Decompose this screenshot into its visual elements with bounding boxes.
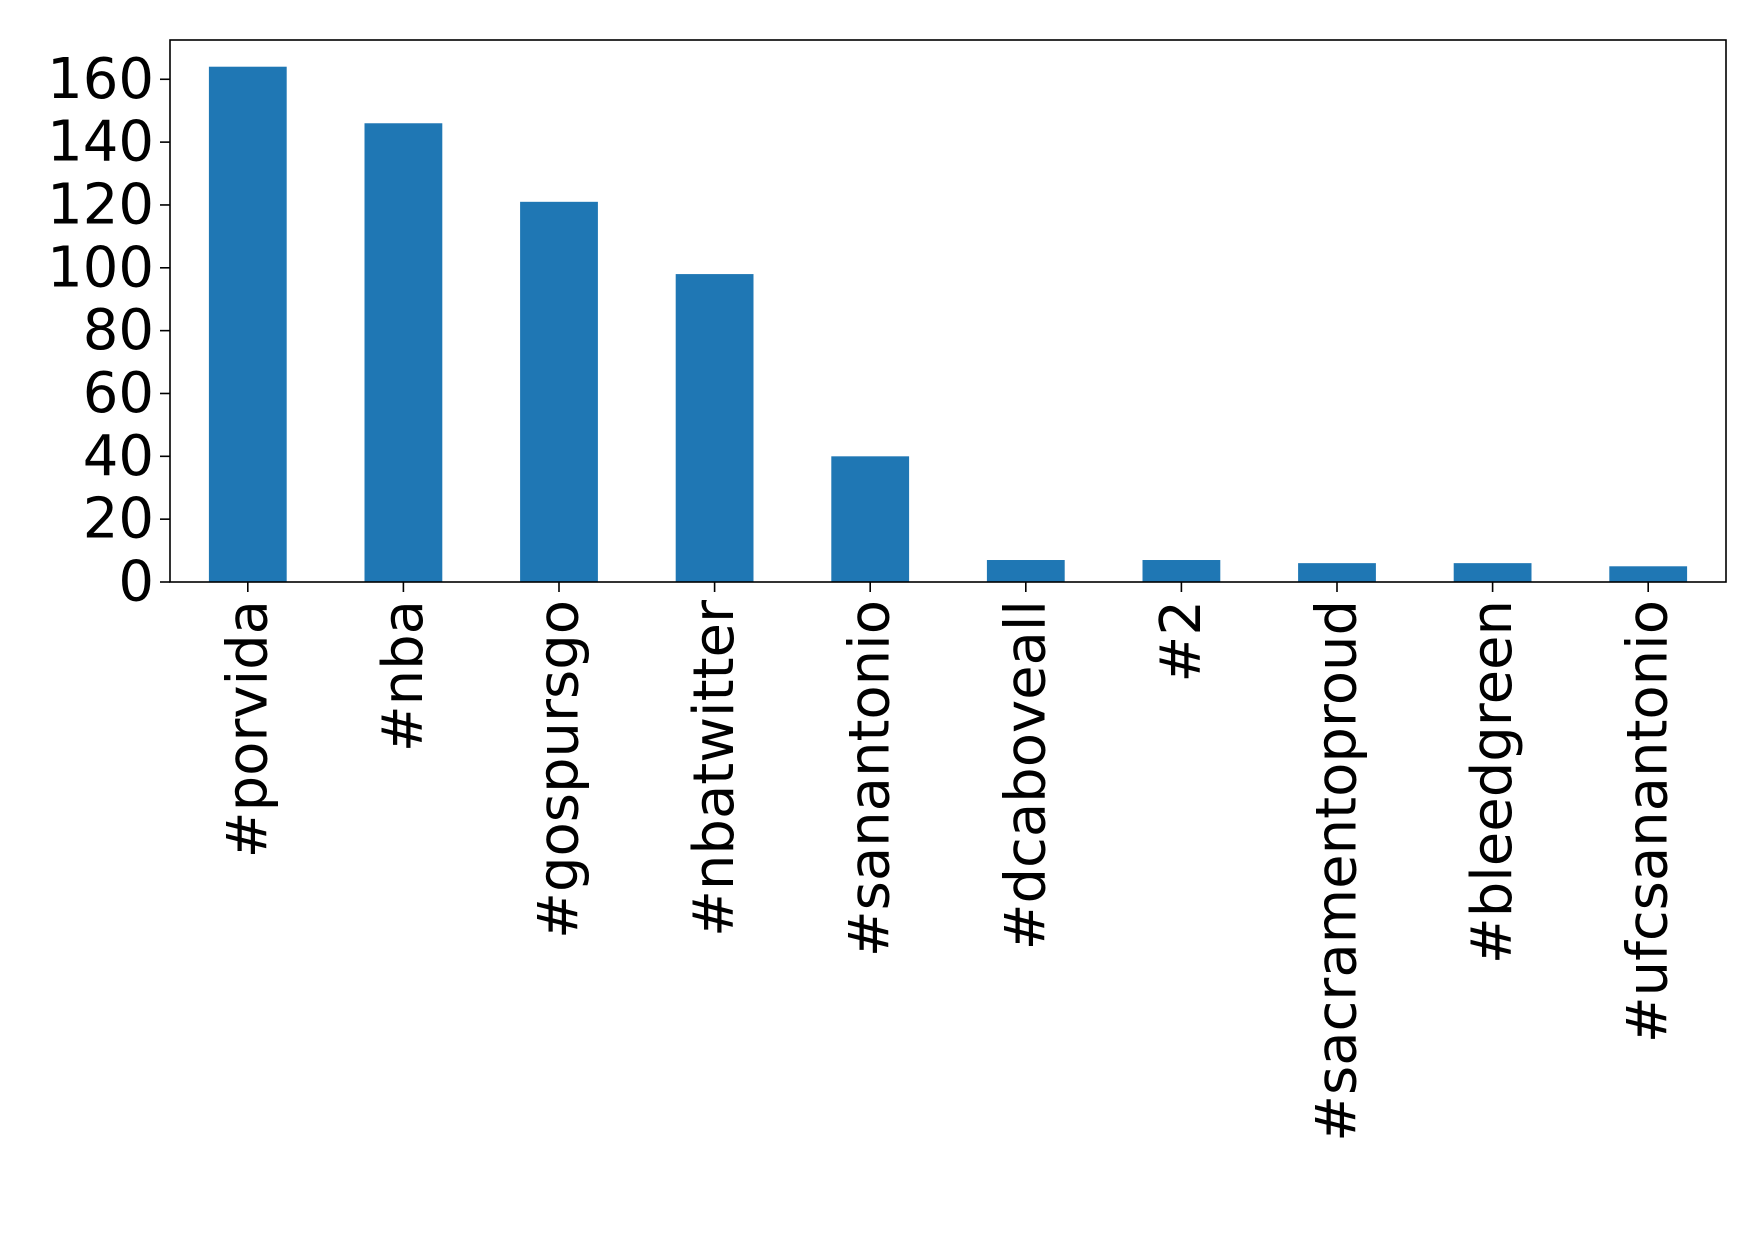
bar-8 bbox=[1453, 563, 1532, 582]
y-tick-label-7: 140 bbox=[47, 110, 154, 175]
bars-group bbox=[208, 66, 1688, 583]
bar-2 bbox=[520, 201, 598, 582]
bar-7 bbox=[1298, 563, 1376, 582]
x-tick-label-6: #2 bbox=[1149, 600, 1214, 683]
y-tick-label-4: 80 bbox=[83, 298, 154, 363]
bar-1 bbox=[364, 123, 443, 583]
bar-6 bbox=[1142, 560, 1221, 582]
x-tick-label-3: #nbatwitter bbox=[682, 599, 747, 937]
plot-frame bbox=[169, 39, 1727, 583]
x-axis: #porvida #nba #gospursgo #nbatwitter #sanant… bbox=[215, 582, 1681, 1142]
x-tick-label-1: #nba bbox=[371, 600, 436, 752]
bar-9 bbox=[1609, 566, 1688, 582]
y-tick-label-0: 0 bbox=[118, 550, 154, 615]
bar-3 bbox=[675, 274, 754, 582]
x-tick-label-5: #dcaboveall bbox=[993, 600, 1058, 950]
bar-5 bbox=[986, 560, 1065, 582]
x-tick-label-2: #gospursgo bbox=[527, 600, 592, 939]
x-tick-label-0: #porvida bbox=[215, 600, 280, 858]
y-tick-label-8: 160 bbox=[47, 47, 154, 112]
x-tick-label-8: #bleedgreen bbox=[1460, 600, 1525, 964]
y-tick-label-3: 60 bbox=[83, 361, 154, 426]
x-tick-label-4: #sanantonio bbox=[838, 600, 903, 957]
x-tick-label-9: #ufcsanantonio bbox=[1616, 600, 1681, 1043]
y-tick-label-1: 20 bbox=[83, 487, 154, 552]
y-tick-label-2: 40 bbox=[83, 424, 154, 489]
y-tick-label-5: 100 bbox=[47, 235, 154, 300]
bar-0 bbox=[208, 66, 287, 582]
x-tick-label-7: #sacramentoproud bbox=[1305, 600, 1370, 1142]
y-tick-label-6: 120 bbox=[47, 172, 154, 237]
bar-4 bbox=[831, 456, 910, 582]
